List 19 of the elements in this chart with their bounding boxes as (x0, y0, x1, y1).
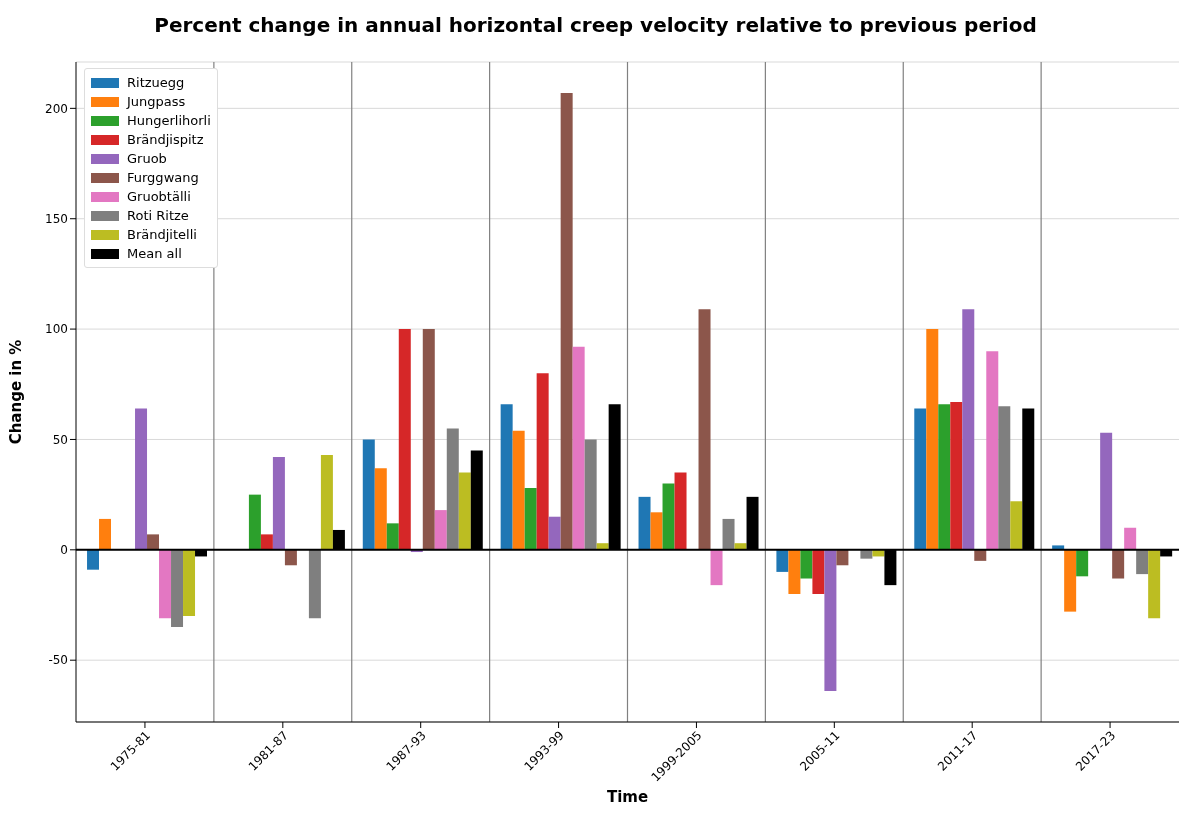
y-tick-label: 0 (60, 543, 68, 558)
legend-label: Furggwang (127, 169, 199, 187)
legend-label: Brändjitelli (127, 226, 197, 244)
legend-label: Jungpass (127, 93, 186, 111)
legend-label: Mean all (127, 245, 182, 263)
legend-label: Roti Ritze (127, 207, 189, 225)
y-tick-label: 50 (52, 432, 68, 447)
chart-title: Percent change in annual horizontal creep velocity relative to previous period (153, 12, 1038, 39)
y-tick-label: 100 (45, 322, 68, 337)
legend-label: Gruob (127, 150, 167, 168)
x-axis-title: Time (606, 788, 649, 806)
y-tick-label: 150 (45, 211, 68, 226)
legend-label: Hungerlihorli (127, 112, 211, 130)
y-axis-title: Change in % (7, 339, 26, 445)
legend-label: Ritzuegg (127, 74, 185, 92)
y-tick-label: -50 (48, 653, 68, 668)
y-tick-label: 200 (45, 101, 68, 116)
legend-label: Brändjispitz (127, 131, 204, 149)
legend-label: Gruobtälli (127, 188, 191, 206)
